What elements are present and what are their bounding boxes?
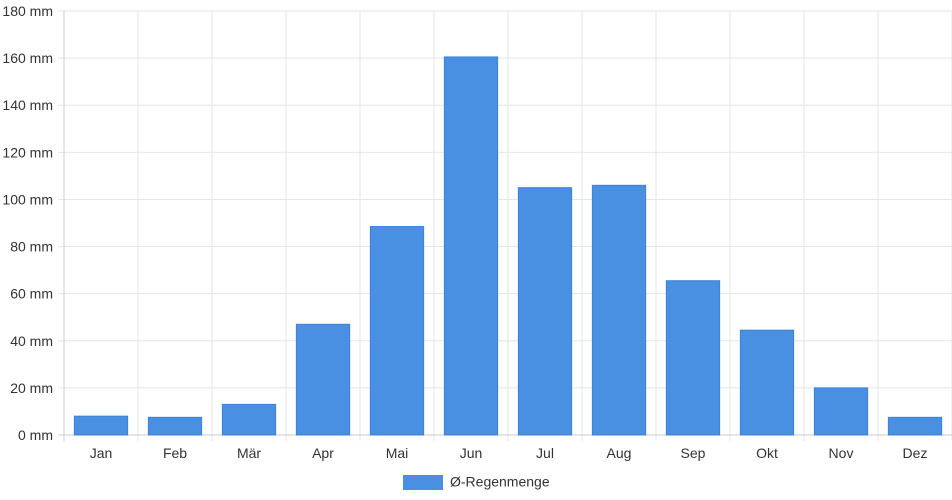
y-tick-label: 60 mm	[10, 286, 53, 302]
x-tick-label: Mär	[237, 445, 261, 461]
x-tick-label: Jan	[90, 445, 113, 461]
y-tick-label: 140 mm	[2, 97, 53, 113]
bar-sep[interactable]	[665, 280, 721, 436]
x-tick-label: Jun	[460, 445, 483, 461]
y-tick-label: 40 mm	[10, 333, 53, 349]
x-tick-label: Aug	[607, 445, 632, 461]
y-tick-label: 0 mm	[18, 427, 53, 443]
bar-feb[interactable]	[147, 416, 203, 436]
bar-nov[interactable]	[813, 387, 869, 436]
x-axis-ticks: Jan Feb Mär Apr Mai Jun Jul Aug Sep Okt Nov Dez	[90, 445, 928, 461]
legend[interactable]: Ø-Regenmenge	[403, 474, 550, 491]
y-axis-ticks: 0 mm 20 mm 40 mm 60 mm 80 mm 100 mm 120 mm 140 …	[2, 3, 53, 443]
bar-mai[interactable]	[369, 226, 425, 436]
bar-apr[interactable]	[295, 323, 351, 436]
x-tick-label: Jul	[536, 445, 554, 461]
bars	[73, 56, 943, 436]
y-tick-label: 80 mm	[10, 239, 53, 255]
x-tick-label: Dez	[903, 445, 928, 461]
x-tick-label: Sep	[681, 445, 706, 461]
x-tick-label: Nov	[829, 445, 854, 461]
x-tick-label: Feb	[163, 445, 187, 461]
bar-dez[interactable]	[887, 416, 943, 436]
bar-mär[interactable]	[221, 403, 277, 436]
bar-jan[interactable]	[73, 415, 129, 436]
x-tick-label: Apr	[312, 445, 334, 461]
bar-aug[interactable]	[591, 184, 647, 436]
y-tick-label: 100 mm	[2, 191, 53, 207]
legend-label[interactable]: Ø-Regenmenge	[450, 474, 550, 490]
y-tick-label: 120 mm	[2, 144, 53, 160]
y-tick-label: 180 mm	[2, 3, 53, 19]
x-tick-label: Okt	[756, 445, 778, 461]
grid	[58, 10, 952, 441]
bar-jul[interactable]	[517, 187, 573, 436]
bar-okt[interactable]	[739, 329, 795, 436]
y-tick-label: 160 mm	[2, 50, 53, 66]
y-tick-label: 20 mm	[10, 380, 53, 396]
x-tick-label: Mai	[386, 445, 409, 461]
bar-jun[interactable]	[443, 56, 499, 436]
legend-swatch[interactable]	[403, 475, 443, 490]
